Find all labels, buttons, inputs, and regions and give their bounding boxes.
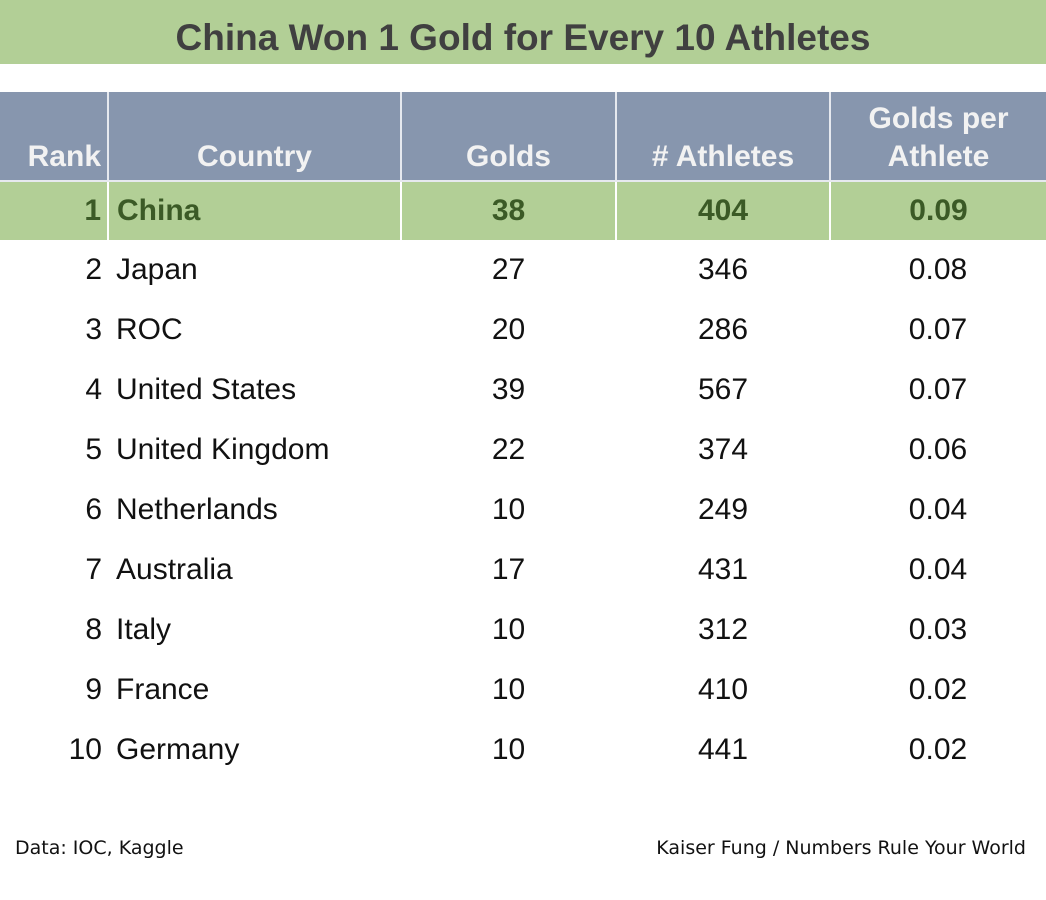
cell-golds: 38 [401, 181, 617, 240]
column-header-rank: Rank [0, 92, 109, 182]
table-row: 2 Japan 27 346 0.08 [0, 240, 1046, 300]
column-header-golds-per-athlete: Golds per Athlete [830, 92, 1046, 182]
cell-country: United Kingdom [116, 433, 330, 466]
cell-athletes: 441 [697, 733, 749, 766]
cell-country: France [116, 673, 210, 706]
cell-rank: 6 [85, 493, 102, 526]
cell-athletes: 312 [697, 613, 749, 646]
cell-country: United States [116, 373, 297, 406]
cell-country: Netherlands [116, 493, 278, 526]
table-row: 7 Australia 17 431 0.04 [0, 540, 1046, 600]
table-row: 10 Germany 10 441 0.02 [0, 720, 1046, 780]
cell-country: Italy [116, 613, 172, 646]
table-row: 4 United States 39 567 0.07 [0, 360, 1046, 420]
cell-country: Australia [116, 553, 233, 586]
chart-title: China Won 1 Gold for Every 10 Athletes [0, 0, 1046, 64]
cell-rank: 10 [68, 733, 102, 766]
medal-table: Rank Country Golds # Athletes Golds per … [0, 92, 1046, 780]
cell-golds-per-athlete: 0.08 [908, 253, 968, 286]
cell-rank: 9 [85, 673, 102, 706]
table-row: 3 ROC 20 286 0.07 [0, 300, 1046, 360]
cell-golds: 27 [491, 253, 526, 286]
cell-golds-per-athlete: 0.04 [908, 493, 968, 526]
table-row: 1 China 38 404 0.09 [0, 181, 1046, 240]
cell-golds-per-athlete: 0.03 [908, 613, 968, 646]
cell-golds: 20 [491, 313, 526, 346]
cell-golds-per-athlete: 0.07 [908, 373, 968, 406]
column-header-golds: Golds [401, 92, 617, 182]
cell-athletes: 286 [697, 313, 749, 346]
cell-golds: 39 [491, 373, 526, 406]
cell-golds-per-athlete: 0.04 [908, 553, 968, 586]
cell-rank: 1 [0, 181, 109, 240]
cell-golds: 10 [491, 673, 526, 706]
column-header-country: Country [108, 92, 402, 182]
cell-country: Japan [116, 253, 198, 286]
cell-rank: 3 [85, 313, 102, 346]
header-row: Rank Country Golds # Athletes Golds per … [0, 92, 1046, 182]
cell-athletes: 374 [697, 433, 749, 466]
cell-golds-per-athlete: 0.02 [908, 733, 968, 766]
cell-golds-per-athlete: 0.07 [908, 313, 968, 346]
cell-rank: 7 [85, 553, 102, 586]
cell-rank: 2 [85, 253, 102, 286]
cell-golds: 10 [491, 493, 526, 526]
table-row: 5 United Kingdom 22 374 0.06 [0, 420, 1046, 480]
cell-athletes: 346 [697, 253, 749, 286]
cell-athletes: 249 [697, 493, 749, 526]
cell-golds-per-athlete: 0.09 [830, 181, 1046, 240]
cell-athletes: 431 [697, 553, 749, 586]
table-row: 8 Italy 10 312 0.03 [0, 600, 1046, 660]
cell-rank: 4 [85, 373, 102, 406]
cell-rank: 5 [85, 433, 102, 466]
cell-athletes: 567 [697, 373, 749, 406]
cell-athletes: 410 [697, 673, 749, 706]
source-note: Data: IOC, Kaggle [15, 837, 184, 859]
column-header-athletes: # Athletes [616, 92, 831, 182]
cell-country: Germany [116, 733, 240, 766]
cell-golds-per-athlete: 0.06 [908, 433, 968, 466]
cell-rank: 8 [85, 613, 102, 646]
credit-note: Kaiser Fung / Numbers Rule Your World [656, 837, 1026, 859]
table-row: 6 Netherlands 10 249 0.04 [0, 480, 1046, 540]
cell-golds-per-athlete: 0.02 [908, 673, 968, 706]
cell-country: China [108, 181, 402, 240]
cell-golds: 10 [491, 613, 526, 646]
cell-athletes: 404 [616, 181, 831, 240]
cell-golds: 17 [491, 553, 526, 586]
table-row: 9 France 10 410 0.02 [0, 660, 1046, 720]
cell-golds: 10 [491, 733, 526, 766]
cell-country: ROC [116, 313, 183, 346]
cell-golds: 22 [491, 433, 526, 466]
